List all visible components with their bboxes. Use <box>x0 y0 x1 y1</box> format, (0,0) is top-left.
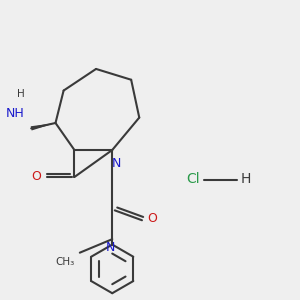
Text: NH: NH <box>6 107 24 120</box>
Text: H: H <box>241 172 251 186</box>
Text: Cl: Cl <box>186 172 200 186</box>
Polygon shape <box>31 123 56 130</box>
Text: O: O <box>31 170 40 183</box>
Text: CH₃: CH₃ <box>55 257 74 267</box>
Text: N: N <box>112 157 121 170</box>
Text: N: N <box>106 241 116 254</box>
Text: H: H <box>17 89 24 99</box>
Text: O: O <box>147 212 157 225</box>
